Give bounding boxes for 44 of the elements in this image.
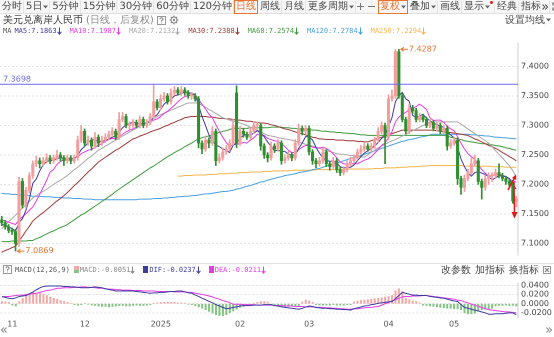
text: 60分钟 (154, 0, 191, 14)
y-tick-label: 7.3000 (521, 120, 549, 130)
y-tick-label: -0.0200 (521, 308, 552, 317)
y-tick-label: 0.0400 (521, 280, 549, 290)
text: 经典 (495, 0, 520, 14)
text: 指标 (519, 0, 550, 14)
annotation: 7.4287 (408, 44, 437, 54)
text: 日线 (234, 0, 258, 14)
y-tick-label: 7.1500 (521, 208, 549, 218)
text: 更多周期 (306, 0, 356, 14)
chart-title: 美元兑离岸人民币 (3, 14, 83, 27)
x-tick-label: 05 (449, 319, 460, 328)
text: 5分钟 (50, 0, 81, 14)
text: 分时 (0, 0, 24, 14)
y-tick-label: 0.0200 (521, 290, 549, 299)
text: 复权 (378, 0, 408, 14)
text: 周线 (258, 0, 282, 14)
y-tick-label: 7.2000 (521, 179, 549, 188)
text: 叠加 (408, 0, 438, 14)
y-tick-label: 7.2500 (521, 150, 549, 159)
y-tick-label: 7.3500 (521, 90, 549, 100)
text: 15分钟 (80, 0, 118, 14)
chart-subtitle: (日线，后复权) (86, 14, 154, 27)
ref-line-label: 7.3698 (3, 74, 31, 84)
text: 画线 (438, 0, 462, 14)
text: 换指标 (509, 264, 539, 276)
x-tick-label: 04 (383, 319, 394, 328)
y-tick-label: 0.0000 (521, 298, 549, 308)
text: 显示 (462, 0, 496, 14)
x-tick-label: 03 (304, 319, 314, 328)
x-tick-label: 02 (235, 319, 246, 328)
annotation: 7.0869 (26, 246, 54, 256)
y-tick-label: 7.4000 (521, 61, 549, 70)
text: 设置均线 (505, 14, 546, 27)
text: 加指标 (475, 264, 505, 276)
x-tick-label: 2025 (150, 319, 171, 328)
text: 改参数 (441, 264, 471, 276)
text: 120分钟 (190, 0, 234, 14)
x-tick-label: 11 (7, 319, 18, 328)
x-tick-label: 12 (80, 319, 90, 328)
text: 30分钟 (117, 0, 154, 14)
text: 月线 (282, 0, 306, 14)
y-tick-label: 7.1000 (521, 238, 549, 248)
text: 5日 (24, 0, 50, 14)
